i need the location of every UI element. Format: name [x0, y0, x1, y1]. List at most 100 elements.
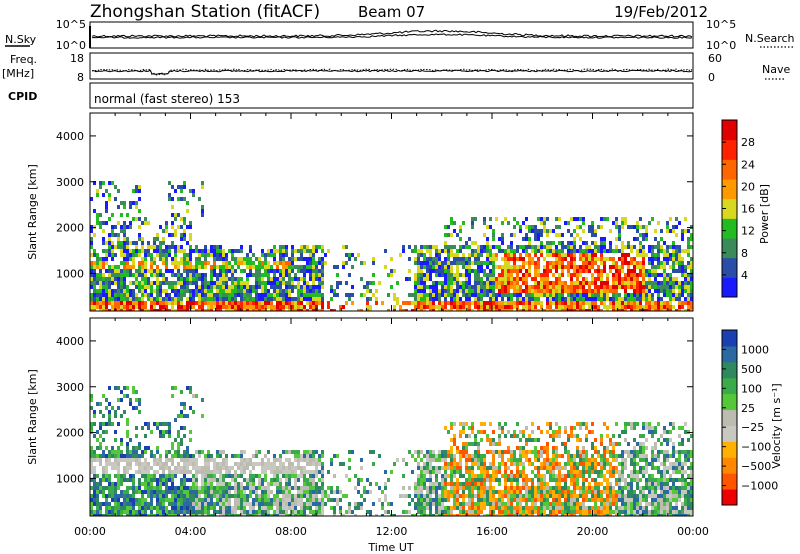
power-cell — [450, 269, 453, 273]
power-cell — [576, 285, 579, 289]
velocity-cell — [153, 470, 156, 474]
power-cell — [312, 269, 315, 273]
power-cell — [141, 277, 144, 281]
power-cell — [177, 245, 180, 249]
power-cell — [474, 261, 477, 265]
velocity-cell — [513, 478, 516, 482]
velocity-cell — [414, 450, 417, 454]
power-cell — [672, 225, 675, 229]
velocity-cell — [468, 458, 471, 462]
power-cell — [186, 241, 189, 245]
power-cell — [153, 305, 156, 309]
power-cell — [513, 269, 516, 273]
nsky-label: N.Sky — [5, 33, 37, 46]
velocity-cell — [108, 514, 111, 516]
velocity-cell — [417, 498, 420, 502]
velocity-cell — [453, 462, 456, 466]
velocity-cell — [162, 422, 165, 426]
velocity-cell — [120, 514, 123, 516]
velocity-cell — [222, 498, 225, 502]
power-cell — [477, 293, 480, 297]
velocity-cell — [402, 474, 405, 478]
velocity-cell — [465, 502, 468, 506]
power-cell — [546, 249, 549, 253]
power-cell — [672, 293, 675, 297]
power-cell — [477, 261, 480, 265]
velocity-cell — [549, 514, 552, 516]
power-cell — [567, 309, 570, 311]
power-cell — [369, 297, 372, 301]
velocity-cell — [285, 486, 288, 490]
power-cell — [510, 249, 513, 253]
power-cell — [123, 253, 126, 257]
power-cell — [474, 293, 477, 297]
power-cell — [327, 249, 330, 253]
power-cell — [606, 277, 609, 281]
velocity-cell — [441, 514, 444, 516]
velocity-cell — [240, 510, 243, 514]
power-cell — [666, 277, 669, 281]
power-cell — [459, 281, 462, 285]
velocity-cell — [183, 406, 186, 410]
power-cell — [270, 293, 273, 297]
velocity-cell — [102, 490, 105, 494]
velocity-cell — [162, 494, 165, 498]
velocity-cell — [549, 422, 552, 426]
power-cell — [471, 309, 474, 311]
power-cell — [144, 293, 147, 297]
power-cell — [168, 301, 171, 305]
velocity-cell — [420, 510, 423, 514]
power-cell — [654, 281, 657, 285]
velocity-cell — [243, 486, 246, 490]
power-cell — [501, 221, 504, 225]
power-cell — [309, 289, 312, 293]
freq-label-line1: Freq. — [10, 53, 37, 66]
power-cell — [120, 213, 123, 217]
velocity-cell — [138, 510, 141, 514]
power-cell — [201, 293, 204, 297]
power-cell — [522, 273, 525, 277]
velocity-cell — [180, 402, 183, 406]
velocity-cell — [540, 486, 543, 490]
power-cell — [549, 309, 552, 311]
power-cell — [594, 249, 597, 253]
power-cell — [654, 265, 657, 269]
power-cell — [588, 257, 591, 261]
velocity-cell — [246, 510, 249, 514]
velocity-cell — [543, 450, 546, 454]
velocity-cell — [120, 414, 123, 418]
power-cell — [219, 257, 222, 261]
power-cell — [321, 265, 324, 269]
velocity-cell — [549, 486, 552, 490]
power-cell — [111, 273, 114, 277]
power-cell — [117, 265, 120, 269]
velocity-cell — [480, 470, 483, 474]
power-cell — [633, 297, 636, 301]
power-cell — [312, 301, 315, 305]
velocity-cell — [240, 482, 243, 486]
velocity-cell — [285, 478, 288, 482]
power-cell — [582, 293, 585, 297]
power-cell — [96, 221, 99, 225]
power-cell — [537, 261, 540, 265]
power-cell — [654, 289, 657, 293]
power-cell — [135, 205, 138, 209]
power-cell — [225, 265, 228, 269]
velocity-cell — [534, 486, 537, 490]
power-cell — [426, 265, 429, 269]
power-cell — [267, 269, 270, 273]
velocity-cell — [177, 506, 180, 510]
velocity-cell — [93, 410, 96, 414]
power-cell — [594, 289, 597, 293]
power-cell — [594, 245, 597, 249]
power-cell — [567, 269, 570, 273]
velocity-cell — [195, 462, 198, 466]
velocity-cell — [159, 466, 162, 470]
velocity-cell — [141, 474, 144, 478]
power-cell — [444, 297, 447, 301]
velocity-cell — [480, 474, 483, 478]
velocity-cell — [432, 458, 435, 462]
velocity-cell — [315, 474, 318, 478]
power-cell — [105, 301, 108, 305]
power-cell — [213, 265, 216, 269]
